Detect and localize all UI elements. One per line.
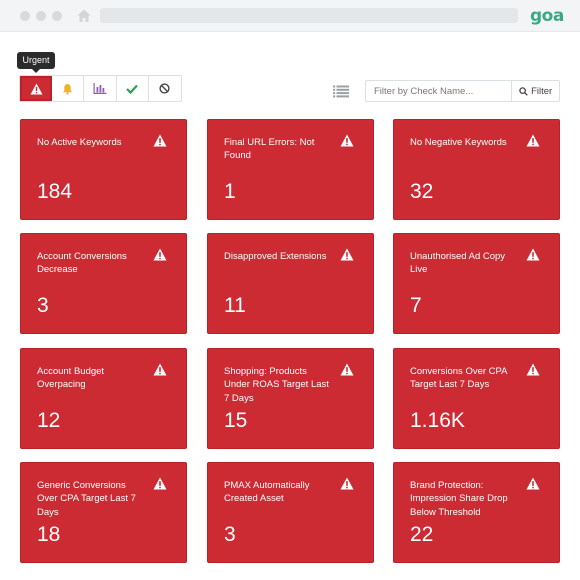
check-card[interactable]: PMAX Automatically Created Asset 3 (207, 462, 374, 563)
card-value: 32 (410, 180, 434, 203)
card-title: Brand Protection: Impression Share Drop … (410, 480, 508, 518)
bar-chart-icon (93, 83, 107, 94)
card-value: 12 (37, 409, 61, 432)
check-card[interactable]: Disapproved Extensions 11 (207, 233, 374, 334)
card-value: 7 (410, 294, 422, 317)
filter-insights-button[interactable] (84, 76, 117, 101)
home-icon[interactable] (76, 8, 92, 24)
warning-icon (526, 134, 540, 147)
card-title: Disapproved Extensions (224, 251, 327, 262)
card-title: Account Conversions Decrease (37, 251, 127, 276)
check-card[interactable]: Final URL Errors: Not Found 1 (207, 119, 374, 220)
warning-icon (340, 477, 354, 490)
filter-alerts-button[interactable] (52, 76, 85, 101)
check-card[interactable]: Generic Conversions Over CPA Target Last… (20, 462, 187, 563)
card-value: 3 (37, 294, 49, 317)
filter-button-label: Filter (531, 85, 553, 97)
card-title: Account Budget Overpacing (37, 366, 105, 391)
card-title: Unauthorised Ad Copy Live (410, 251, 506, 276)
browser-chrome: goa (0, 0, 580, 32)
card-title: Final URL Errors: Not Found (224, 137, 315, 162)
warning-icon (153, 477, 167, 490)
check-card[interactable]: Conversions Over CPA Target Last 7 Days … (393, 348, 560, 449)
card-value: 15 (224, 409, 248, 432)
card-value: 1 (224, 180, 236, 203)
warning-icon (153, 134, 167, 147)
card-value: 18 (37, 523, 61, 546)
warning-icon (340, 363, 354, 376)
check-card[interactable]: Unauthorised Ad Copy Live 7 (393, 233, 560, 334)
filter-button[interactable]: Filter (511, 81, 559, 101)
card-title: Shopping: Products Under ROAS Target Las… (224, 366, 329, 404)
search-icon (519, 86, 528, 96)
check-card[interactable]: Shopping: Products Under ROAS Target Las… (207, 348, 374, 449)
check-card[interactable]: Brand Protection: Impression Share Drop … (393, 462, 560, 563)
checkmark-icon (126, 84, 139, 94)
warning-icon (526, 363, 540, 376)
disabled-icon (159, 83, 170, 94)
bell-icon (63, 83, 73, 95)
urgent-tooltip: Urgent (17, 52, 55, 73)
check-card[interactable]: No Active Keywords 184 (20, 119, 187, 220)
card-value: 1.16K (410, 409, 465, 432)
card-title: PMAX Automatically Created Asset (224, 480, 310, 505)
check-card[interactable]: Account Conversions Decrease 3 (20, 233, 187, 334)
brand-logo: goa (530, 6, 564, 26)
check-name-input[interactable] (366, 81, 512, 101)
warning-icon (340, 134, 354, 147)
warning-icon (30, 82, 43, 95)
check-card[interactable]: Account Budget Overpacing 12 (20, 348, 187, 449)
card-value: 22 (410, 523, 434, 546)
card-title: No Negative Keywords (410, 137, 507, 148)
filter-disabled-button[interactable] (149, 76, 181, 101)
address-bar[interactable] (100, 8, 518, 23)
card-value: 184 (37, 180, 73, 203)
warning-icon (153, 248, 167, 261)
card-title: Generic Conversions Over CPA Target Last… (37, 480, 136, 518)
warning-icon (526, 248, 540, 261)
check-card[interactable]: No Negative Keywords 32 (393, 119, 560, 220)
filter-passed-button[interactable] (117, 76, 149, 101)
window-dot[interactable] (52, 11, 62, 21)
window-dot[interactable] (20, 11, 30, 21)
warning-icon (153, 363, 167, 376)
check-filter: Filter (365, 80, 560, 102)
card-value: 11 (224, 294, 246, 317)
status-filter-group (19, 75, 182, 102)
warning-icon (526, 477, 540, 490)
card-title: Conversions Over CPA Target Last 7 Days (410, 366, 507, 391)
card-value: 3 (224, 523, 236, 546)
card-title: No Active Keywords (37, 137, 122, 148)
filter-urgent-button[interactable] (20, 76, 53, 101)
window-dot[interactable] (36, 11, 46, 21)
warning-icon (340, 248, 354, 261)
list-view-icon[interactable] (333, 85, 349, 98)
